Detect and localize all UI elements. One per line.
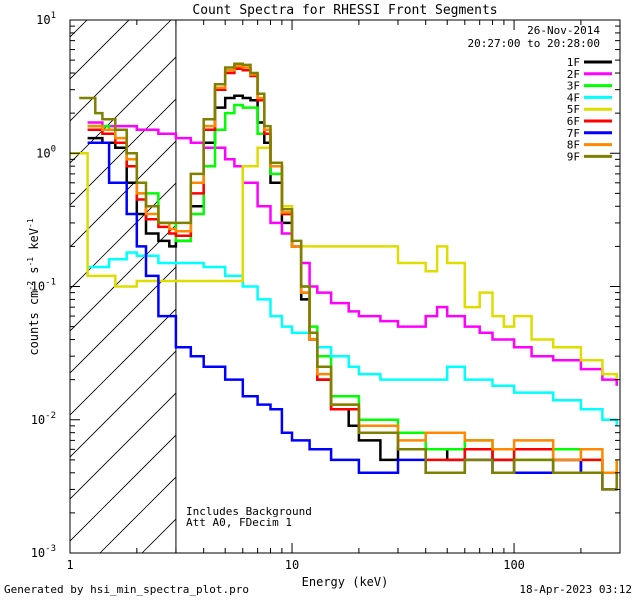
hatch-line (70, 98, 176, 206)
legend-label-1f: 1F (567, 56, 580, 69)
hatch-line (70, 20, 130, 80)
legend-label-4f: 4F (567, 91, 580, 104)
y-tick-label: 10-1 (31, 278, 56, 294)
generated-by-note: Generated by hsi_min_spectra_plot.pro (4, 583, 250, 596)
y-tick-label: 100 (36, 144, 56, 160)
legend-label-7f: 7F (567, 127, 580, 140)
x-tick-label: 1 (66, 558, 73, 572)
hatch-line (70, 308, 176, 416)
series-line-9f (79, 62, 618, 491)
hatch-line (70, 20, 88, 38)
series-line-2f (87, 121, 618, 386)
time-range-label: 20:27:00 to 20:28:00 (468, 37, 600, 50)
hatch-line (70, 392, 176, 500)
y-tick-labels: 101 100 10-1 10-2 10-3 (31, 11, 56, 560)
hatch-line (268, 0, 640, 553)
x-tick-label: 100 (503, 558, 525, 572)
excluded-energy-hatch (70, 0, 640, 553)
series-line-5f (70, 146, 618, 380)
attenuator-note: Att A0, FDecim 1 (186, 516, 292, 529)
legend-label-3f: 3F (567, 80, 580, 93)
y-tick-label: 101 (36, 11, 56, 27)
series-line-1f (87, 94, 617, 475)
hatch-line (70, 224, 176, 332)
hatch-line (70, 350, 176, 458)
x-axis-label: Energy (keV) (302, 575, 389, 589)
x-tick-label: 10 (285, 558, 299, 572)
axis-ticks (69, 19, 621, 554)
series-line-6f (87, 67, 617, 475)
legend-label-9f: 9F (567, 150, 580, 163)
y-tick-label: 10-2 (31, 411, 56, 427)
legend-label-2f: 2F (567, 68, 580, 81)
date-label: 26-Nov-2014 (527, 24, 600, 37)
hatch-line (99, 476, 176, 553)
legend-label-8f: 8F (567, 139, 580, 152)
y-axis-label: counts cm-2 s-1 keV-1 (26, 218, 41, 355)
series-layer (70, 62, 618, 491)
series-line-3f (87, 103, 618, 475)
legend-label-6f: 6F (567, 115, 580, 128)
chart-title: Count Spectra for RHESSI Front Segments (192, 3, 497, 18)
hatch-line (70, 182, 176, 290)
y-tick-label: 10-3 (31, 544, 56, 560)
hatch-line (70, 20, 172, 122)
hatch-line (70, 266, 176, 374)
footer-date: 18-Apr-2023 03:12 (519, 583, 632, 596)
hatch-line (70, 434, 176, 542)
x-tick-labels: 1 10 100 (66, 558, 525, 572)
series-line-8f (87, 64, 618, 475)
background-note: Includes Background (186, 505, 312, 518)
legend-label-5f: 5F (567, 103, 580, 116)
series-line-7f (87, 141, 617, 491)
